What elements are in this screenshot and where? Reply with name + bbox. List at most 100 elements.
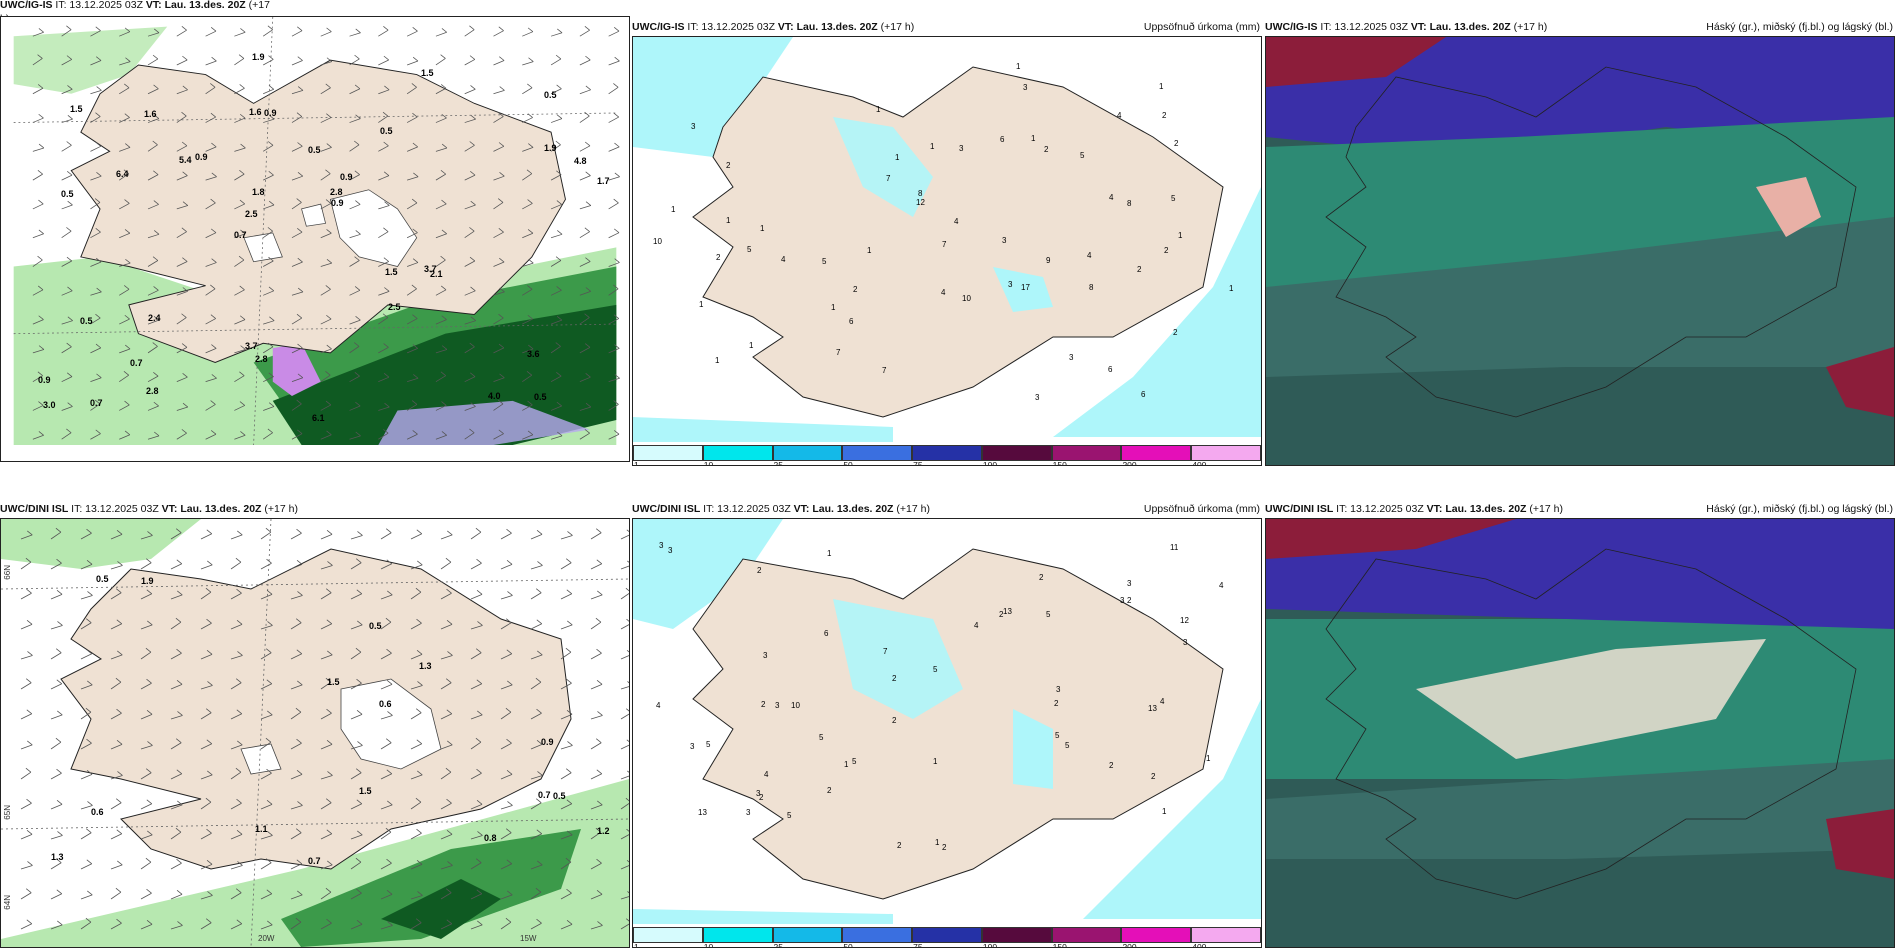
wind-barb-flag: [475, 527, 482, 533]
wind-barb-flag: [145, 857, 152, 863]
wind-barb: [522, 374, 533, 382]
wind-barb: [290, 894, 303, 900]
wind-barb: [378, 432, 389, 440]
colorbar-tick-label: 200: [1122, 942, 1137, 948]
model-name: UWC/DINI ISL: [1265, 503, 1334, 515]
wind-barb: [170, 804, 183, 810]
wind-barb-flag: [211, 142, 217, 148]
wind-barb-flag: [182, 55, 188, 61]
wind-barb-flag: [268, 170, 274, 176]
wind-barb: [320, 288, 331, 296]
precip-value-label: 2: [1174, 139, 1179, 148]
wind-barb-flag: [536, 708, 542, 714]
wind-barb-flag: [536, 918, 542, 924]
precip-purple-patch: [272, 343, 321, 397]
wind-barb: [90, 403, 101, 411]
panel-bot-left: UWC/DINI ISL IT: 13.12.2025 03Z VT: Lau.…: [0, 500, 630, 948]
wind-barb-flag: [595, 738, 602, 744]
colorbar-swatch: [981, 927, 1052, 943]
wind-barb: [500, 863, 512, 870]
wind-barb: [380, 773, 392, 780]
wind-barb: [435, 203, 447, 210]
wind-barb-flag: [355, 431, 361, 437]
wind-barb-flag: [206, 618, 212, 624]
wind-barb-flag: [115, 887, 122, 893]
wind-barb-flag: [152, 140, 158, 146]
wind-barb: [176, 89, 188, 95]
precip-map[interactable]: 6 5 3 3 2 2 1 5 5 1 2 6 6 1 3 1 4 4 1 1 1 3 4 1 1 1 4 7 12 2 17 2 1 1 1 2 2 3…: [632, 36, 1262, 466]
wind-map[interactable]: 0.6 0.6 0.7 1.2 0.5 0.8 1.5 1.3 0.5 1.3 1.9 1.5 0.9 0…: [0, 518, 630, 948]
wind-barb-flag: [441, 401, 447, 406]
wind-barb-flag: [536, 740, 543, 745]
wind-barb: [230, 892, 242, 900]
wind-barb-flag: [205, 708, 212, 714]
wind-barb: [90, 60, 102, 66]
wind-barb-flag: [477, 920, 483, 926]
wind-barb: [349, 346, 360, 354]
precip-value-label: 13: [1148, 704, 1157, 713]
precip-map[interactable]: 13 5 13 2 1 3 1 1 4 5 13 2 3 1 3 7 10 2 2 3 5 2 3 3 2 12 2 5 11 5 2 4 3 5…: [632, 518, 1262, 948]
wind-barb: [470, 803, 483, 810]
wind-barb-flag: [556, 114, 563, 119]
colorbar-swatch: [842, 927, 913, 943]
wind-barb: [230, 923, 242, 930]
wind-barb-flag: [206, 529, 213, 535]
panel-top-right: UWC/IG-IS IT: 13.12.2025 03Z VT: Lau. 13…: [1265, 18, 1895, 466]
wind-barb-flag: [182, 171, 188, 176]
wind-barb: [61, 260, 72, 267]
wind-barb-flag: [384, 287, 390, 292]
wind-barb-flag: [535, 887, 542, 893]
wind-barb-flag: [182, 257, 188, 262]
wind-barb: [410, 922, 422, 930]
wind-barb-flag: [505, 828, 512, 834]
wind-barb-flag: [446, 620, 453, 625]
wind-barb-flag: [566, 678, 572, 684]
wind-barb-flag: [96, 172, 102, 177]
wind-barb-flag: [528, 258, 534, 264]
wind-barb: [493, 90, 505, 95]
wind-barb: [530, 623, 542, 630]
wind-barb-flag: [498, 228, 504, 233]
wind-barb-flag: [411, 284, 417, 290]
wind-map[interactable]: 0.5 0.5 0.5 0.7 0.5 0.7 1.6 0.5 0.5 0.9 0.9 0.7 0.9 0…: [0, 16, 630, 462]
wind-barb: [378, 231, 389, 239]
wind-barb-flag: [557, 230, 563, 235]
wind-barb-flag: [445, 767, 452, 773]
wind-barb: [522, 173, 533, 181]
wind-barb: [579, 261, 591, 267]
cloud-map[interactable]: [1265, 36, 1895, 466]
precip-value-label: 0.5: [534, 392, 547, 402]
wind-barb-flag: [265, 737, 272, 743]
wind-barb-flag: [469, 25, 475, 30]
colorbar-swatch: [772, 927, 843, 943]
wind-barb: [205, 404, 216, 411]
wind-barb: [608, 433, 620, 440]
wind-barb-flag: [614, 258, 620, 263]
wind-barb: [378, 115, 389, 123]
colorbar-swatch: [1051, 927, 1122, 943]
wind-barb: [435, 375, 446, 382]
wind-barb: [147, 174, 159, 181]
wind-barb-flag: [585, 55, 591, 61]
wind-barb: [464, 29, 475, 37]
wind-barb-flag: [325, 887, 332, 893]
wind-barb: [530, 864, 543, 870]
wind-barb: [349, 144, 360, 152]
wind-barb-flag: [240, 229, 246, 235]
wind-barb: [350, 803, 362, 810]
precip-value-label: 10: [791, 701, 800, 710]
wind-barb-flag: [26, 830, 33, 835]
wind-barb-flag: [383, 373, 390, 378]
wind-barb-flag: [354, 256, 360, 261]
wind-barb-flag: [27, 651, 33, 656]
colorbar-tick-label: 75: [913, 942, 923, 948]
wind-barb: [170, 715, 183, 720]
wind-barb: [530, 743, 543, 750]
wind-barb: [140, 861, 152, 870]
wind-barb-flag: [205, 797, 212, 803]
colorbar-swatch: [912, 927, 982, 943]
lead-time: (+17 h): [896, 503, 930, 515]
wind-barb-flag: [147, 741, 153, 746]
cloud-map[interactable]: [1265, 518, 1895, 948]
wind-barb-flag: [527, 27, 534, 33]
